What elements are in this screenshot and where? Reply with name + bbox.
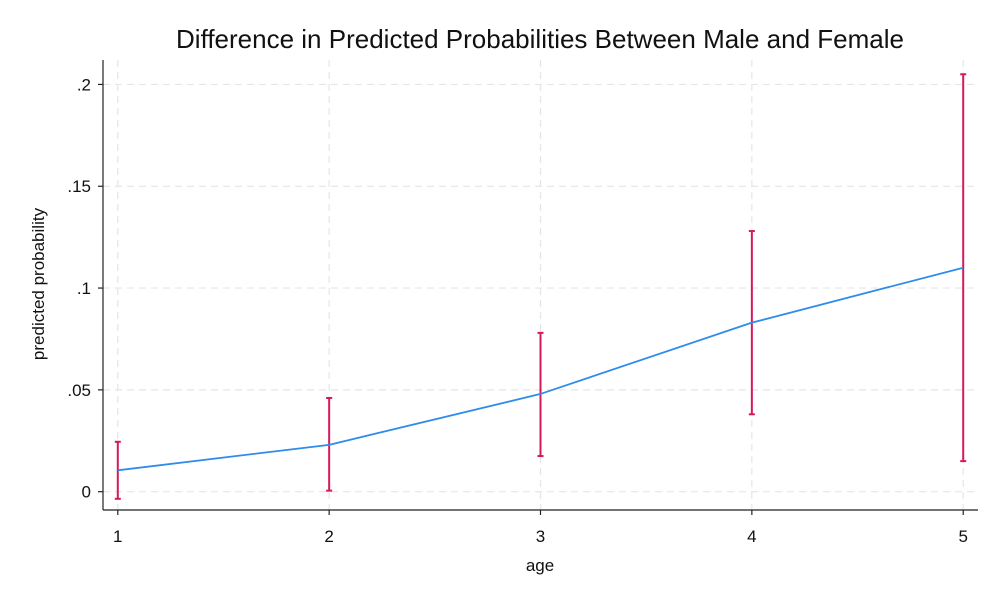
x-tick-label: 2 <box>324 527 333 546</box>
x-tick-label: 4 <box>747 527 756 546</box>
line-layer <box>117 266 964 472</box>
y-axis-label: predicted probability <box>29 207 48 360</box>
y-tick-label: .05 <box>67 381 91 400</box>
y-tick-label: .2 <box>77 75 91 94</box>
x-tick-label: 1 <box>113 527 122 546</box>
x-axis-label: age <box>526 556 554 575</box>
x-tick-label: 3 <box>536 527 545 546</box>
chart-title: Difference in Predicted Probabilities Be… <box>176 24 904 54</box>
tick-layer: 0 .05 .1 .15 .2 1 2 3 4 5 <box>67 75 968 546</box>
y-tick-label: 0 <box>82 483 91 502</box>
series-line <box>117 266 964 472</box>
y-tick-label: .15 <box>67 177 91 196</box>
x-tick-label: 5 <box>958 527 967 546</box>
y-tick-label: .1 <box>77 279 91 298</box>
